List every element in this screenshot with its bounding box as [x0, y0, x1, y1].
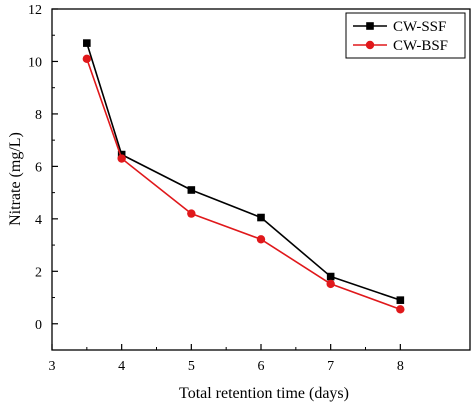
- cw-ssf-point: [83, 39, 91, 47]
- plot-frame: [51, 8, 471, 351]
- y-tick-label-2: 2: [35, 265, 42, 280]
- legend: CW-SSF CW-BSF: [345, 12, 466, 59]
- legend-marker-cw-ssf: [366, 22, 374, 30]
- y-tick-label-0: 0: [35, 318, 42, 333]
- cw-bsf-point: [187, 209, 196, 218]
- legend-label-cw-bsf: CW-BSF: [393, 38, 448, 54]
- cw-bsf-point: [82, 54, 92, 64]
- x-tick-label-6: 6: [258, 359, 265, 374]
- cw-ssf-point: [187, 186, 196, 194]
- x-tick-label-4: 4: [118, 359, 125, 374]
- legend-label-cw-ssf: CW-SSF: [393, 19, 446, 35]
- legend-box: [345, 12, 466, 59]
- legend-marker-cw-bsf: [365, 40, 375, 50]
- x-tick-label-8: 8: [397, 359, 404, 374]
- x-axis-title: Total retention time (days): [179, 385, 349, 402]
- series-layer: [82, 39, 405, 314]
- cw-ssf-point: [326, 272, 335, 281]
- y-tick-label-12: 12: [28, 3, 42, 18]
- cw-bsf-point: [326, 279, 335, 289]
- cw-bsf-point: [396, 305, 405, 314]
- y-tick-label-6: 6: [35, 160, 42, 175]
- y-tick-label-4: 4: [35, 213, 42, 228]
- cw-ssf-line: [86, 42, 401, 301]
- cw-bsf-point: [117, 154, 126, 163]
- x-tick-label-5: 5: [188, 359, 195, 374]
- y-axis-title: Nitrate (mg/L): [7, 132, 24, 226]
- cw-bsf-point: [256, 235, 266, 244]
- y-tick-label-8: 8: [35, 108, 42, 123]
- axes: 3 4 5 6 7 8 0 2 4 6 8 10 12: [28, 3, 471, 374]
- x-tick-label-3: 3: [49, 359, 56, 374]
- cw-bsf-line: [86, 58, 401, 311]
- x-tick-label-7: 7: [327, 359, 334, 374]
- cw-ssf-point: [396, 296, 405, 304]
- cw-ssf-point: [257, 213, 265, 222]
- y-tick-label-10: 10: [28, 55, 42, 70]
